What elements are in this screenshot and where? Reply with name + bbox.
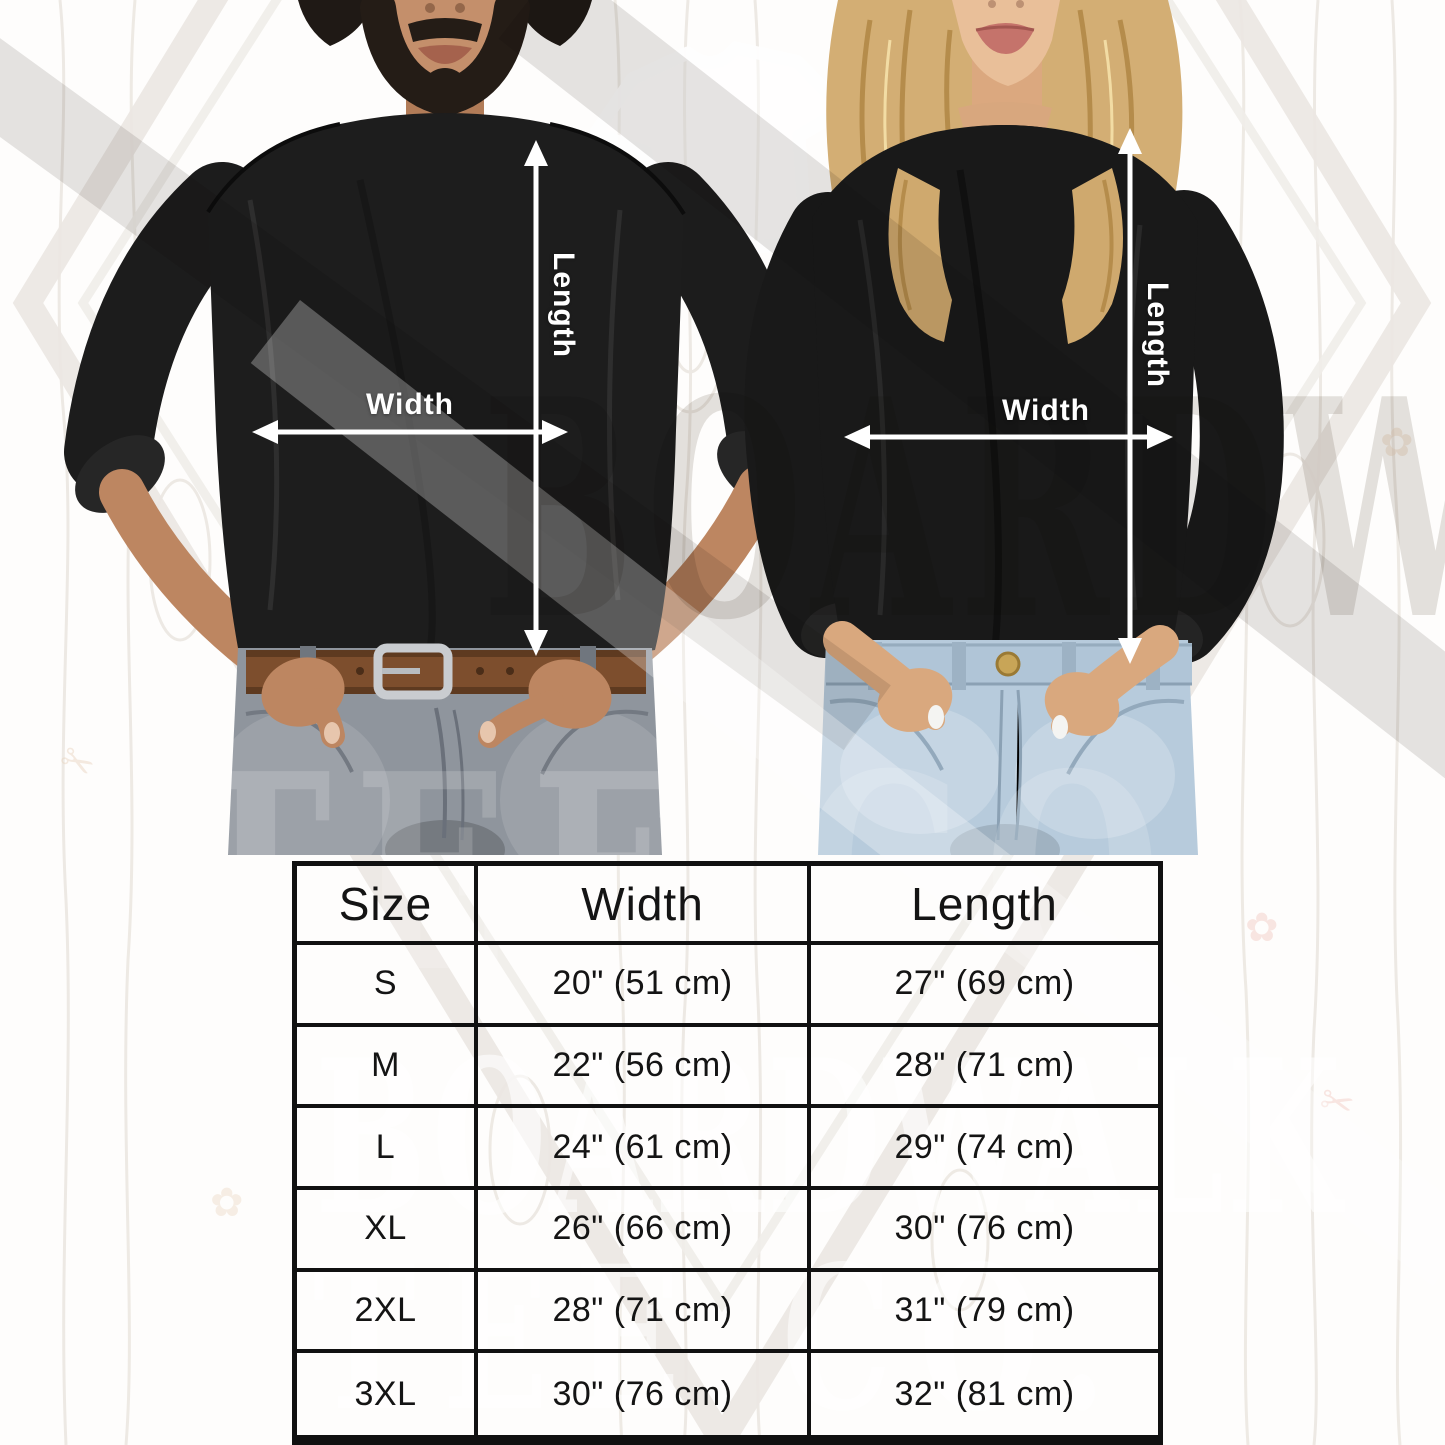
length-arrow-right [1118, 128, 1142, 664]
length-cell: 32" (81 cm) [894, 1374, 1075, 1413]
size-cell: S [297, 945, 478, 1027]
length-cell: 29" (74 cm) [811, 1108, 1158, 1190]
width-cell: 24" (61 cm) [478, 1108, 811, 1190]
size-cell: XL [297, 1189, 478, 1272]
size-cell: 2XL [297, 1271, 478, 1354]
size-table-header-length: Length [811, 866, 1158, 945]
width-cell: 26" (66 cm) [478, 1189, 811, 1272]
length-cell: 27" (69 cm) [811, 945, 1158, 1027]
width-cell: 22" (56 cm) [478, 1026, 811, 1109]
length-cell: 31" (79 cm) [811, 1272, 1158, 1354]
size-table-header-size: Size [297, 866, 478, 945]
length-cell: 28" (71 cm) [811, 1027, 1158, 1109]
measurement-arrows [0, 0, 1445, 855]
size-table-header-width: Width [478, 866, 811, 945]
length-arrow-left [524, 140, 548, 656]
width-arrow-left [252, 420, 568, 444]
size-cell: M [297, 1026, 478, 1109]
size-cell: L [297, 1108, 478, 1190]
width-cell: 20" (51 cm) [478, 945, 811, 1027]
size-cell: 3XL [297, 1353, 478, 1435]
width-cell: 30" (76 cm) [478, 1353, 811, 1435]
length-cell: 30" (76 cm) [811, 1190, 1158, 1272]
width-cell: 28" (71 cm) [478, 1271, 811, 1354]
width-arrow-right [844, 425, 1173, 449]
size-table-cutoff-row [292, 1435, 1163, 1445]
size-table: Size Width Length S 20" (51 cm) 27" (69 … [292, 861, 1163, 1440]
